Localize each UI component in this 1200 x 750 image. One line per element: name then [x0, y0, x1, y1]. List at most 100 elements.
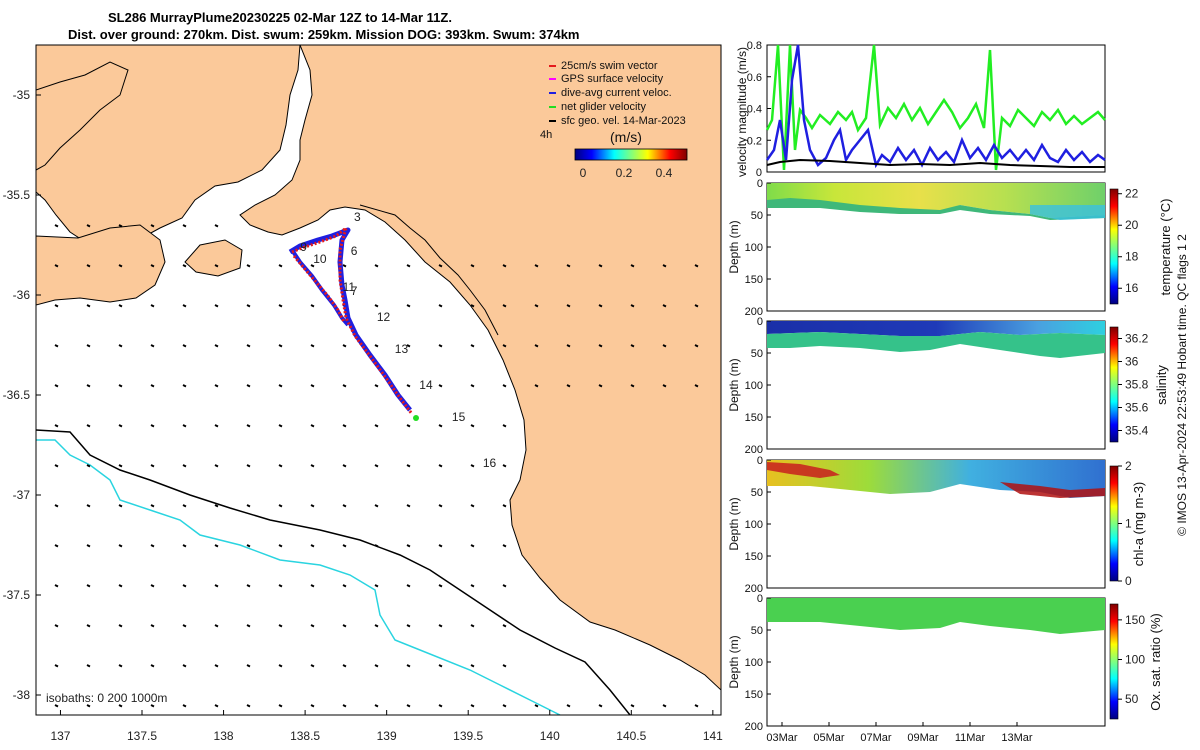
vector-arrow [310, 504, 315, 508]
vector-arrow [182, 704, 187, 708]
vector-arrow [310, 464, 315, 468]
vector-arrow [534, 384, 539, 388]
map-xtick-label: 137 [50, 729, 70, 743]
vector-arrow [118, 464, 123, 468]
vector-arrow [374, 544, 379, 548]
map-ytick-label: -36 [13, 288, 31, 302]
vector-arrow [438, 304, 443, 308]
vector-arrow [278, 664, 283, 668]
title-line-2: Dist. over ground: 270km. Dist. swum: 25… [68, 27, 580, 42]
vector-arrow [342, 464, 347, 468]
vector-arrow [374, 584, 379, 588]
vector-arrow [438, 424, 443, 428]
depth-tick-label: 200 [745, 583, 763, 595]
isobath-1000m [36, 439, 561, 715]
map-ytick-label: -38 [13, 688, 31, 702]
vector-arrow [214, 584, 219, 588]
vector-arrow [310, 344, 315, 348]
vector-arrow [214, 624, 219, 628]
velocity-series-green [765, 44, 1106, 171]
land-small-island [184, 239, 243, 277]
vector-arrow [470, 504, 475, 508]
vector-arrow [246, 664, 251, 668]
vector-arrow [118, 224, 123, 228]
vector-arrow [470, 424, 475, 428]
temperature-cb-ticks: 22 20 18 16 [1118, 187, 1139, 295]
vector-arrow [86, 384, 91, 388]
vector-arrow [566, 384, 571, 388]
vector-arrow [598, 344, 603, 348]
date-tick-label: 13Mar [1001, 732, 1033, 744]
vector-arrow [118, 344, 123, 348]
vector-arrow [118, 264, 123, 268]
map-frame [35, 44, 722, 716]
vector-arrow [150, 584, 155, 588]
vector-arrow [150, 384, 155, 388]
vector-arrow [54, 464, 59, 468]
vector-arrow [86, 304, 91, 308]
vector-arrow [278, 264, 283, 268]
vector-arrow [310, 304, 315, 308]
vector-arrow [54, 264, 59, 268]
vector-arrow [406, 544, 411, 548]
track-label: 6 [351, 244, 358, 258]
vector-arrow [566, 264, 571, 268]
vector-arrow [54, 664, 59, 668]
vector-arrow [502, 424, 507, 428]
vector-arrow [54, 504, 59, 508]
vector-arrow [86, 464, 91, 468]
velocity-ytick-label: 0.8 [747, 40, 762, 52]
velocity-ytick-label: 0.2 [747, 135, 762, 147]
vector-arrow [502, 584, 507, 588]
vector-arrow [534, 344, 539, 348]
vector-arrow [150, 424, 155, 428]
track-label: 15 [452, 410, 466, 424]
velocity-ytick-label: 0.6 [747, 72, 762, 84]
salinity-panel: Depth (m) salinity 36.2 36 35.8 35.6 35.4 [727, 320, 1169, 450]
track-end-marker [413, 415, 419, 421]
vector-arrow [374, 664, 379, 668]
isobath-200m [36, 429, 631, 715]
date-tick-label: 03Mar [766, 732, 798, 744]
map-xtick-label: 140 [540, 729, 560, 743]
vector-arrow [86, 624, 91, 628]
vector-arrow [438, 664, 443, 668]
vector-arrow [182, 384, 187, 388]
vector-arrow [246, 424, 251, 428]
vector-arrow [150, 464, 155, 468]
vector-arrow [374, 504, 379, 508]
vector-arrow [150, 624, 155, 628]
vector-arrow [246, 344, 251, 348]
vector-arrow [54, 624, 59, 628]
vector-arrow [86, 584, 91, 588]
cb-tick-label: 20 [1125, 218, 1139, 232]
vector-arrow [278, 584, 283, 588]
vector-arrow [662, 704, 667, 708]
vector-arrow [406, 504, 411, 508]
colorbar-title: (m/s) [610, 129, 642, 145]
velocity-frame [766, 44, 1106, 173]
depth-tick-label: 100 [745, 242, 763, 254]
vector-arrow [150, 664, 155, 668]
vector-arrow [502, 384, 507, 388]
map-x-axis: 137 137.5 138 138.5 139 139.5 140 140.5 141 [50, 710, 723, 743]
depth-tick-label: 200 [745, 721, 763, 733]
depth-tick-label: 0 [757, 316, 763, 328]
vector-arrow [374, 624, 379, 628]
vector-arrow [470, 664, 475, 668]
map-xtick-label: 139 [377, 729, 397, 743]
vector-arrow [630, 264, 635, 268]
vector-arrow [246, 384, 251, 388]
temperature-cblabel: temperature (°C) [1158, 199, 1173, 296]
track-red [291, 223, 414, 415]
vector-arrow [54, 424, 59, 428]
vector-arrow [502, 624, 507, 628]
vector-arrow [374, 384, 379, 388]
depth-tick-label: 150 [745, 412, 763, 424]
vector-arrow [54, 344, 59, 348]
land-kangaroo-island [36, 61, 129, 171]
vector-arrow [214, 264, 219, 268]
map-y-axis: -35 -35.5 -36 -36.5 -37 -37.5 -38 [3, 88, 41, 702]
cb-tick-label: 16 [1125, 281, 1139, 295]
